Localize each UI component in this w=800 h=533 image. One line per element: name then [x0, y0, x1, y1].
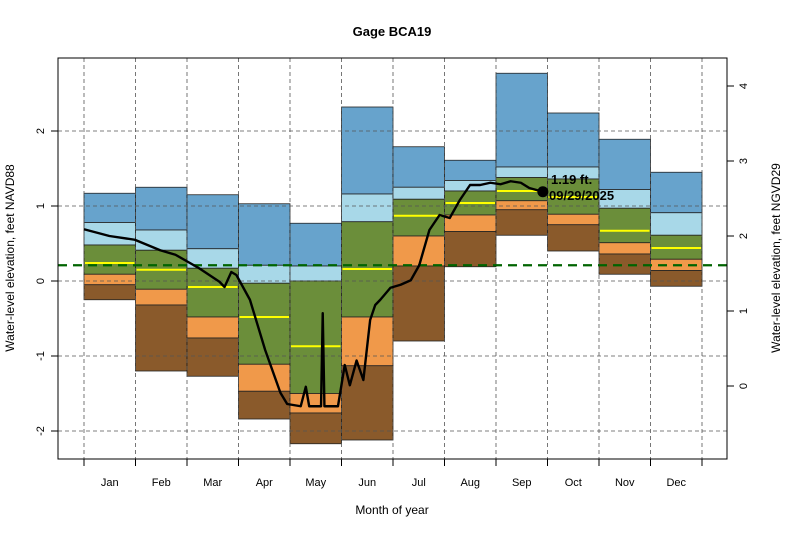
y-tick-label-left: 0	[35, 278, 47, 284]
band-p25-p10	[289, 393, 342, 414]
band-max-p90	[289, 222, 342, 267]
band-p90-p75	[289, 265, 342, 282]
band-p25-p10	[495, 200, 548, 211]
y-tick-label-right: 1	[738, 308, 750, 314]
x-tick-label: Oct	[565, 477, 582, 489]
band-max-p90	[83, 192, 136, 223]
band-max-p90	[135, 186, 188, 231]
band-max-p90	[186, 194, 239, 250]
band-p25-p10	[135, 288, 188, 306]
band-max-p90	[444, 159, 497, 181]
band-p75-p25	[598, 207, 651, 244]
current-value-label: 1.19 ft.	[551, 172, 592, 187]
band-p90-p75	[495, 166, 548, 178]
chart-title: Gage BCA19	[353, 24, 432, 39]
y-tick-label-left: -2	[35, 426, 47, 436]
band-p75-p25	[289, 280, 342, 394]
observed-line	[83, 180, 544, 408]
x-tick-label: Nov	[615, 477, 635, 489]
band-max-p90	[598, 138, 651, 190]
y-tick-label-right: 2	[738, 233, 750, 239]
band-p75-p25	[392, 198, 445, 237]
band-p10-min	[598, 253, 651, 275]
x-tick-label: Aug	[460, 477, 480, 489]
band-p25-p10	[238, 363, 291, 392]
observed-series	[83, 180, 549, 408]
band-max-p90	[495, 72, 548, 168]
band-p25-p10	[392, 235, 445, 267]
band-p90-p75	[341, 193, 394, 223]
band-p10-min	[547, 224, 600, 252]
band-p10-min	[289, 412, 342, 445]
band-p25-p10	[547, 213, 600, 226]
band-p90-p75	[135, 229, 188, 251]
band-max-p90	[547, 112, 600, 168]
band-p10-min	[83, 284, 136, 301]
band-max-p90	[650, 171, 703, 214]
band-p25-p10	[83, 273, 136, 286]
y-tick-label-left: 2	[35, 128, 47, 134]
axes: Jan Feb Mar Apr May Jun Jul Aug Sep Oct Nov Dec -2 -1…	[35, 57, 750, 489]
y-axis-label-right: Water-level elevation, feet NGVD29	[769, 163, 783, 353]
x-tick-label: Dec	[666, 477, 686, 489]
band-p75-p25	[83, 244, 136, 275]
y-tick-label-right: 0	[738, 383, 750, 389]
x-tick-label: Jun	[358, 477, 376, 489]
band-p25-p10	[444, 214, 497, 232]
x-tick-label: Apr	[256, 477, 273, 489]
band-p90-p75	[392, 186, 445, 200]
band-max-p90	[392, 146, 445, 188]
band-p10-min	[341, 365, 394, 441]
current-annotation: 1.19 ft. 09/29/2025	[549, 172, 614, 203]
band-p10-min	[392, 265, 445, 342]
x-tick-label: Feb	[152, 477, 171, 489]
x-tick-label: Mar	[203, 477, 222, 489]
band-p10-min	[186, 337, 239, 377]
y-tick-label-left: -1	[35, 351, 47, 361]
band-p10-min	[135, 304, 188, 372]
x-axis-label: Month of year	[355, 503, 428, 517]
band-p90-p75	[238, 264, 291, 284]
x-tick-label: Jul	[412, 477, 426, 489]
y-tick-label-right: 4	[738, 83, 750, 89]
x-tick-label: Jan	[101, 477, 119, 489]
plot-frame	[57, 57, 728, 460]
band-p90-p75	[83, 222, 136, 246]
grid-lines	[58, 58, 727, 459]
band-p25-p10	[186, 316, 239, 339]
band-max-p90	[238, 203, 291, 266]
x-tick-label: May	[305, 477, 326, 489]
band-p25-p10	[598, 242, 651, 255]
x-tick-label: Sep	[512, 477, 532, 489]
band-p10-min	[650, 270, 703, 287]
band-p10-min	[444, 231, 497, 268]
y-tick-label-right: 3	[738, 158, 750, 164]
current-date-label: 09/29/2025	[549, 188, 614, 203]
y-tick-label-left: 1	[35, 203, 47, 209]
y-axis-label-left: Water-level elevation, feet NAVD88	[3, 164, 17, 352]
band-p10-min	[495, 209, 548, 236]
band-max-p90	[341, 106, 394, 195]
current-point-marker	[537, 186, 549, 198]
band-p90-p75	[650, 212, 703, 236]
